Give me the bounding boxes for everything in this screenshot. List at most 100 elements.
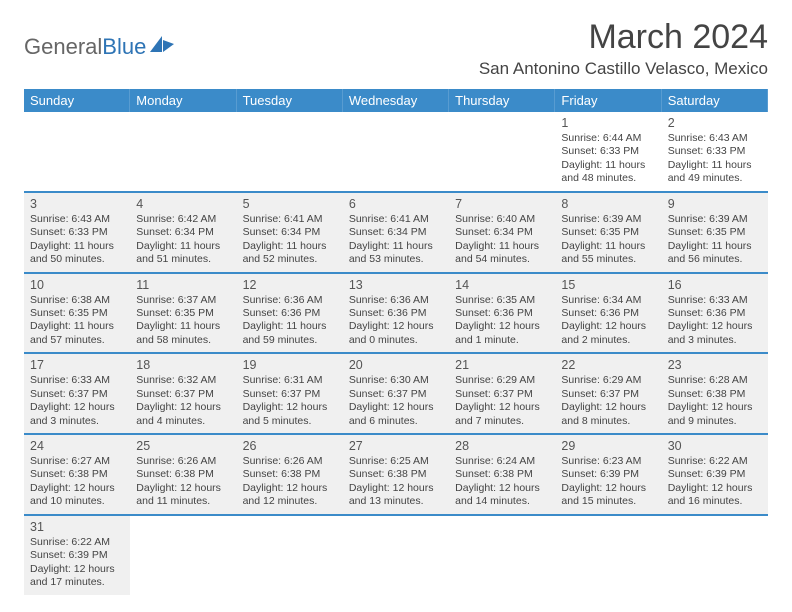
day-number: 12: [243, 277, 337, 293]
daylight-text: Daylight: 11 hours and 58 minutes.: [136, 320, 230, 347]
sunset-text: Sunset: 6:37 PM: [243, 388, 337, 401]
sunset-text: Sunset: 6:37 PM: [561, 388, 655, 401]
sunrise-text: Sunrise: 6:42 AM: [136, 213, 230, 226]
day-cell: [449, 516, 555, 595]
day-cell: 14Sunrise: 6:35 AMSunset: 6:36 PMDayligh…: [449, 274, 555, 353]
daylight-text: Daylight: 12 hours and 10 minutes.: [30, 482, 124, 509]
day-cell: 2Sunrise: 6:43 AMSunset: 6:33 PMDaylight…: [662, 112, 768, 191]
day-cell: 21Sunrise: 6:29 AMSunset: 6:37 PMDayligh…: [449, 354, 555, 433]
sunset-text: Sunset: 6:35 PM: [561, 226, 655, 239]
sunset-text: Sunset: 6:38 PM: [349, 468, 443, 481]
day-cell: 11Sunrise: 6:37 AMSunset: 6:35 PMDayligh…: [130, 274, 236, 353]
day-cell: 23Sunrise: 6:28 AMSunset: 6:38 PMDayligh…: [662, 354, 768, 433]
sunrise-text: Sunrise: 6:23 AM: [561, 455, 655, 468]
sunset-text: Sunset: 6:39 PM: [30, 549, 124, 562]
sunrise-text: Sunrise: 6:41 AM: [243, 213, 337, 226]
day-number: 1: [561, 115, 655, 131]
day-number: 19: [243, 357, 337, 373]
daylight-text: Daylight: 11 hours and 51 minutes.: [136, 240, 230, 267]
month-title: March 2024: [479, 18, 768, 57]
daylight-text: Daylight: 12 hours and 1 minute.: [455, 320, 549, 347]
sunrise-text: Sunrise: 6:26 AM: [243, 455, 337, 468]
day-number: 13: [349, 277, 443, 293]
daylight-text: Daylight: 11 hours and 49 minutes.: [668, 159, 762, 186]
sunrise-text: Sunrise: 6:36 AM: [349, 294, 443, 307]
sunset-text: Sunset: 6:38 PM: [455, 468, 549, 481]
daylight-text: Daylight: 11 hours and 55 minutes.: [561, 240, 655, 267]
sunset-text: Sunset: 6:39 PM: [668, 468, 762, 481]
day-number: 10: [30, 277, 124, 293]
sunset-text: Sunset: 6:34 PM: [136, 226, 230, 239]
day-cell: [130, 516, 236, 595]
daylight-text: Daylight: 12 hours and 0 minutes.: [349, 320, 443, 347]
sunrise-text: Sunrise: 6:34 AM: [561, 294, 655, 307]
sunset-text: Sunset: 6:36 PM: [561, 307, 655, 320]
day-number: 15: [561, 277, 655, 293]
day-cell: 18Sunrise: 6:32 AMSunset: 6:37 PMDayligh…: [130, 354, 236, 433]
sunset-text: Sunset: 6:34 PM: [349, 226, 443, 239]
sunrise-text: Sunrise: 6:29 AM: [455, 374, 549, 387]
daylight-text: Daylight: 11 hours and 54 minutes.: [455, 240, 549, 267]
sunset-text: Sunset: 6:39 PM: [561, 468, 655, 481]
day-cell: 16Sunrise: 6:33 AMSunset: 6:36 PMDayligh…: [662, 274, 768, 353]
daylight-text: Daylight: 11 hours and 50 minutes.: [30, 240, 124, 267]
day-number: 2: [668, 115, 762, 131]
logo-text-blue: Blue: [102, 34, 146, 60]
week-row: 1Sunrise: 6:44 AMSunset: 6:33 PMDaylight…: [24, 112, 768, 193]
sunrise-text: Sunrise: 6:43 AM: [668, 132, 762, 145]
day-number: 16: [668, 277, 762, 293]
sunrise-text: Sunrise: 6:39 AM: [561, 213, 655, 226]
calendar: SundayMondayTuesdayWednesdayThursdayFrid…: [24, 89, 768, 595]
day-number: 25: [136, 438, 230, 454]
sunrise-text: Sunrise: 6:22 AM: [30, 536, 124, 549]
sunrise-text: Sunrise: 6:32 AM: [136, 374, 230, 387]
day-number: 22: [561, 357, 655, 373]
day-number: 18: [136, 357, 230, 373]
day-number: 26: [243, 438, 337, 454]
day-cell: 31Sunrise: 6:22 AMSunset: 6:39 PMDayligh…: [24, 516, 130, 595]
week-row: 10Sunrise: 6:38 AMSunset: 6:35 PMDayligh…: [24, 274, 768, 355]
sunset-text: Sunset: 6:36 PM: [455, 307, 549, 320]
week-row: 3Sunrise: 6:43 AMSunset: 6:33 PMDaylight…: [24, 193, 768, 274]
dayname: Friday: [555, 89, 661, 112]
day-cell: [237, 516, 343, 595]
sunrise-text: Sunrise: 6:26 AM: [136, 455, 230, 468]
sunset-text: Sunset: 6:36 PM: [349, 307, 443, 320]
sunrise-text: Sunrise: 6:37 AM: [136, 294, 230, 307]
sunset-text: Sunset: 6:35 PM: [30, 307, 124, 320]
day-number: 4: [136, 196, 230, 212]
daylight-text: Daylight: 12 hours and 3 minutes.: [668, 320, 762, 347]
day-number: 29: [561, 438, 655, 454]
dayname: Tuesday: [237, 89, 343, 112]
sunrise-text: Sunrise: 6:28 AM: [668, 374, 762, 387]
daylight-text: Daylight: 11 hours and 59 minutes.: [243, 320, 337, 347]
day-number: 21: [455, 357, 549, 373]
day-cell: [343, 516, 449, 595]
sunrise-text: Sunrise: 6:33 AM: [668, 294, 762, 307]
day-cell: 10Sunrise: 6:38 AMSunset: 6:35 PMDayligh…: [24, 274, 130, 353]
daylight-text: Daylight: 12 hours and 12 minutes.: [243, 482, 337, 509]
week-row: 24Sunrise: 6:27 AMSunset: 6:38 PMDayligh…: [24, 435, 768, 516]
day-number: 6: [349, 196, 443, 212]
day-number: 20: [349, 357, 443, 373]
sunset-text: Sunset: 6:35 PM: [136, 307, 230, 320]
sunset-text: Sunset: 6:38 PM: [243, 468, 337, 481]
day-number: 9: [668, 196, 762, 212]
sunset-text: Sunset: 6:36 PM: [243, 307, 337, 320]
location: San Antonino Castillo Velasco, Mexico: [479, 59, 768, 79]
daylight-text: Daylight: 12 hours and 8 minutes.: [561, 401, 655, 428]
day-number: 31: [30, 519, 124, 535]
sunset-text: Sunset: 6:37 PM: [455, 388, 549, 401]
day-cell: 27Sunrise: 6:25 AMSunset: 6:38 PMDayligh…: [343, 435, 449, 514]
dayname: Sunday: [24, 89, 130, 112]
sunset-text: Sunset: 6:37 PM: [349, 388, 443, 401]
daylight-text: Daylight: 11 hours and 48 minutes.: [561, 159, 655, 186]
dayname-row: SundayMondayTuesdayWednesdayThursdayFrid…: [24, 89, 768, 112]
daylight-text: Daylight: 12 hours and 6 minutes.: [349, 401, 443, 428]
sunrise-text: Sunrise: 6:30 AM: [349, 374, 443, 387]
dayname: Monday: [130, 89, 236, 112]
day-cell: [24, 112, 130, 191]
day-number: 3: [30, 196, 124, 212]
logo: GeneralBlue: [24, 34, 176, 60]
day-cell: 6Sunrise: 6:41 AMSunset: 6:34 PMDaylight…: [343, 193, 449, 272]
